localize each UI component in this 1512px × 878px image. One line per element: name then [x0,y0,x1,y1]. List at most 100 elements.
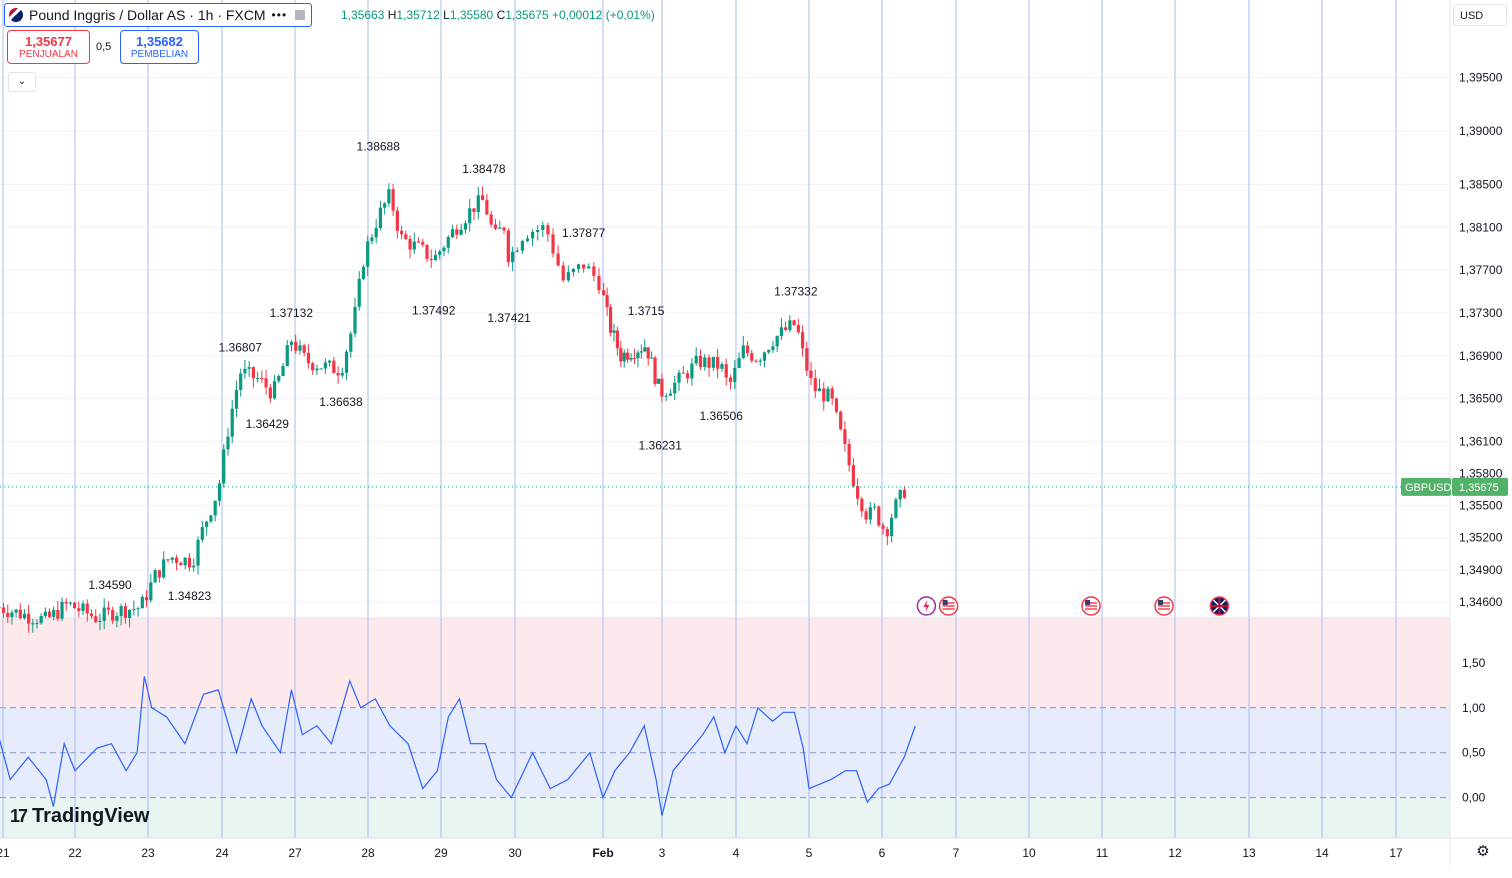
candle-body [779,327,784,337]
candle-body [226,436,230,450]
candle-body [860,498,864,512]
candle-body [213,500,217,516]
tradingview-icon: 17 [10,806,28,826]
candle-body [817,388,822,392]
brand-name: TradingView [32,805,150,827]
candle-body [106,607,111,610]
candle-body [85,603,89,614]
buy-label: PEMBELIAN [130,49,189,60]
candle-body [851,465,855,486]
symbol-badge-text: GBPUSD [1405,482,1452,494]
candle-body [35,623,39,625]
candle-body [847,444,851,466]
candle-body [391,189,395,211]
candle-body [592,266,596,276]
osc-zone-0 [0,618,1450,708]
candle-body [14,609,18,613]
candle-body [387,189,391,204]
candle-body [52,609,56,617]
candle-body [830,388,834,399]
candle-body [506,230,510,263]
candle-body [629,358,633,360]
candle-body [27,613,31,624]
candle-body [775,336,779,347]
candle-body [822,388,826,402]
time-axis-tick-19: 17 [1389,846,1403,860]
ohlc-low-value: 1,35580 [449,8,494,22]
oscillator-line [0,676,916,816]
sell-label: PENJUALAN [19,49,78,60]
candle-body [745,345,750,354]
symbol-search-box[interactable]: Pound Inggris / Dollar AS · 1h · FXCM ••… [4,3,313,27]
time-axis-tick-17: 13 [1242,846,1256,860]
candle-body [531,232,535,239]
lightning-bolt [923,600,930,612]
candle-body [472,208,476,212]
candle-body [205,521,209,527]
candle-body [502,227,506,231]
time-axis-tick-11: 5 [806,846,813,860]
ohlc-high-label: H [387,8,397,22]
time-axis-tick-2: 23 [141,846,155,860]
ohlc-close-label: C [496,8,506,22]
gear-icon[interactable]: ⚙ [1476,843,1490,860]
candle-body [344,351,349,373]
candle-body [737,358,741,368]
candle-body [636,352,640,359]
candle-body [217,483,222,501]
time-axis-tick-8: Feb [592,846,613,860]
candle-body [541,225,545,230]
lightning-icon[interactable] [916,596,937,616]
candle-body [864,511,868,520]
tradingview-logo[interactable]: 17 TradingView [10,805,149,828]
candle-body [619,348,623,362]
candle-body [115,616,119,621]
us-flag-icon[interactable] [1154,596,1174,616]
candle-body [200,526,204,540]
us-flag-canton [1085,600,1091,605]
price-axis-tick-5: 1,37300 [1459,306,1503,320]
candle-body [98,620,102,622]
time-axis-tick-18: 14 [1315,846,1329,860]
candle-body [493,224,498,229]
scroll-square-icon[interactable] [295,10,306,20]
candle-body [264,378,268,388]
candle-body [81,603,85,611]
candles-group [0,183,907,633]
candle-body [404,234,408,240]
candle-body [480,195,485,201]
candle-body [298,345,302,351]
osc-axis-tick-1: 1,00 [1462,701,1486,715]
collapse-toggle-button[interactable]: ⌄ [8,72,36,92]
candle-body [408,239,412,250]
uk-flag-icon[interactable] [1209,596,1230,616]
candle-body [525,238,530,242]
currency-selector[interactable]: USD [1453,4,1507,26]
symbol-title[interactable]: Pound Inggris / Dollar AS · 1h · FXCM [29,7,266,23]
candle-body [485,200,489,215]
more-options-icon[interactable]: ••• [271,8,288,22]
candle-body [128,609,132,618]
candle-body [902,490,907,498]
us-flag-icon[interactable] [1081,596,1101,616]
candle-body [605,295,609,308]
buy-button[interactable]: 1,35682 PEMBELIAN [120,30,199,64]
last-price-badge-text: 1,35675 [1459,482,1499,494]
candle-body [179,562,183,566]
candle-body [839,411,843,430]
candle-body [251,367,255,379]
us-flag-icon[interactable] [938,596,959,616]
ohlc-close-value: 1,35675 [505,8,549,22]
candle-body [378,207,383,228]
osc-axis-tick-3: 0,00 [1462,791,1486,805]
candle-body [463,223,468,230]
candle-body [340,372,344,376]
candle-body [60,601,64,619]
sell-button[interactable]: 1,35677 PENJUALAN [7,30,90,64]
candle-body [433,254,438,261]
candle-body [94,616,98,622]
candle-body [650,357,654,359]
candle-body [582,264,586,269]
candle-body [102,607,106,621]
